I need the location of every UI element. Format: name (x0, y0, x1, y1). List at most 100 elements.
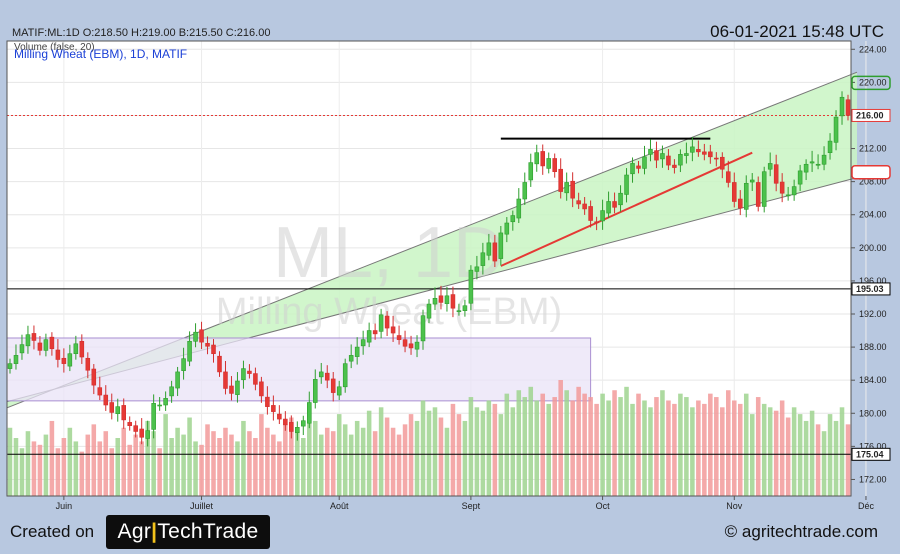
candle-body (13, 355, 19, 364)
y-tick-label: 200.00 (859, 243, 887, 253)
candle-body (199, 329, 204, 343)
candle-body (241, 368, 246, 381)
volume-bar (235, 441, 240, 496)
volume-bar (336, 414, 342, 496)
candle-body (624, 174, 629, 195)
plot-border (6, 40, 852, 497)
candle-body (307, 402, 312, 424)
candle-body (809, 161, 815, 164)
volume-bar (785, 417, 791, 496)
volume-bar (121, 427, 126, 496)
volume-bar (312, 420, 318, 496)
volume-bar (330, 431, 336, 496)
y-tick-label: 176.00 (859, 441, 887, 451)
candle-body (259, 381, 264, 397)
volume-bar (743, 393, 749, 496)
candle-body (187, 340, 192, 362)
volume-bar (594, 403, 599, 496)
volume-bar (7, 427, 13, 496)
axis-highlight-red (851, 164, 891, 180)
volume-bar (348, 434, 354, 496)
volume-bar (396, 434, 402, 496)
volume-bar (265, 427, 270, 496)
volume-bar (600, 393, 605, 496)
volume-bar (318, 434, 324, 496)
candle-body (205, 343, 210, 347)
candle-body (761, 171, 767, 207)
volume-bar (546, 403, 551, 496)
candle-body (277, 413, 282, 420)
candle-body (516, 198, 522, 219)
volume-bar (510, 407, 516, 496)
candle-body (588, 206, 593, 221)
volume-bar (504, 393, 510, 496)
price-label-0: 216.00 (856, 110, 884, 120)
volume-bar (151, 431, 156, 496)
candle-body (360, 339, 366, 347)
candle-body (696, 149, 701, 153)
volume-bar (702, 403, 707, 496)
logo-text-left: Agr (117, 520, 152, 543)
candle-body (815, 163, 821, 166)
logo-separator: | (151, 520, 158, 543)
candle-body (247, 370, 252, 374)
range-box (6, 337, 592, 402)
volume-bar (678, 393, 683, 496)
volume-bar (540, 393, 546, 496)
y-tick-label: 220.00 (859, 77, 887, 87)
candle-body (79, 340, 85, 358)
created-on-label: Created on (10, 522, 95, 541)
volume-bar (85, 434, 91, 496)
candle-body (666, 155, 671, 166)
y-tick-label: 196.00 (859, 276, 887, 286)
volume-bar (259, 414, 264, 496)
volume-bar (169, 438, 174, 496)
chart-datetime: 06-01-2021 15:48 UTC (710, 22, 884, 41)
candle-body (534, 152, 540, 165)
volume-bar (127, 444, 132, 496)
candle-body (193, 331, 198, 342)
candle-body (546, 158, 551, 169)
candle-body (618, 192, 623, 206)
volume-bar (175, 427, 180, 496)
volume-bar (229, 434, 234, 496)
volume-bar (618, 397, 623, 496)
volume-bar (55, 448, 61, 496)
candle-body (366, 330, 372, 343)
candle-body (558, 168, 563, 192)
volume-bar (109, 448, 115, 496)
candle-body (564, 182, 569, 194)
candle-body (492, 242, 498, 262)
volume-bar (145, 420, 150, 496)
candle-body (229, 385, 234, 394)
volume-bar (133, 434, 138, 496)
candle-body (324, 372, 330, 381)
volume-bar (755, 397, 761, 496)
volume-bar (720, 407, 725, 496)
candle-body (103, 394, 109, 406)
candle-body (755, 182, 761, 207)
volume-bar (97, 441, 103, 496)
volume-bar (456, 414, 462, 496)
symbol-ohlc-line: MATIF:ML:1D O:218.50 H:219.00 B:215.50 C… (12, 27, 271, 39)
candle-body (714, 157, 719, 160)
candle-body (151, 403, 156, 430)
candle-body (726, 171, 731, 183)
volume-bar (492, 403, 498, 496)
volume-bar (283, 424, 288, 496)
site-url[interactable]: © agritechtrade.com (724, 522, 878, 541)
y-tick-label: 212.00 (859, 144, 887, 154)
volume-bar (187, 417, 192, 496)
volume-bar (576, 386, 581, 496)
candle-body (25, 334, 31, 347)
y-tick-label: 192.00 (859, 309, 887, 319)
candle-body (127, 422, 132, 426)
volume-bar (19, 448, 25, 496)
candle-body (444, 295, 450, 304)
candle-body (348, 355, 354, 362)
volume-bar (654, 397, 659, 496)
agritechtrade-logo[interactable]: Agr|TechTrade (106, 515, 270, 549)
volume-bar (797, 414, 803, 496)
volume-bar (761, 403, 767, 496)
